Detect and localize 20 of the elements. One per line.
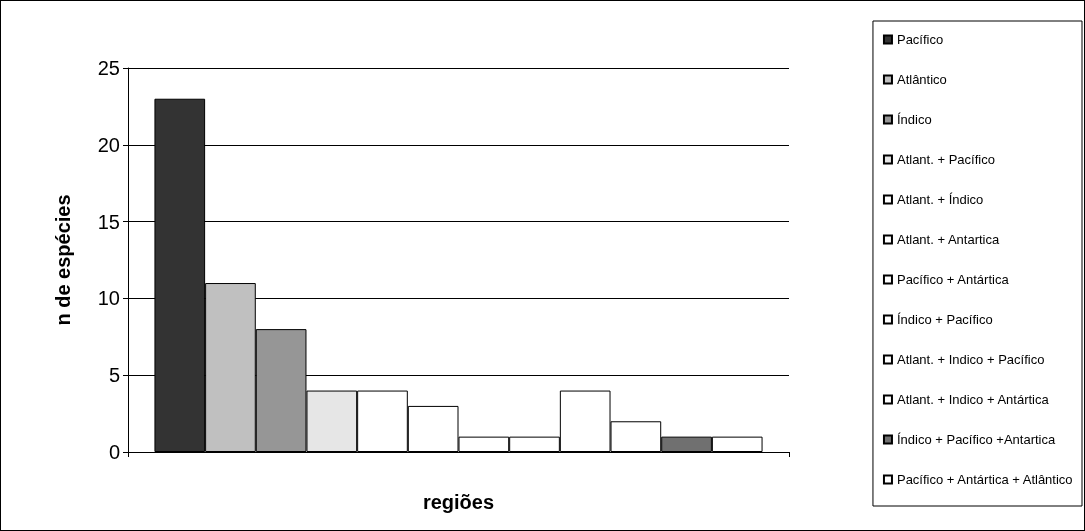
- legend-label: Atlant. + Pacífico: [896, 152, 995, 167]
- legend-label: Pacífico + Antártica + Atlântico: [896, 472, 1073, 487]
- y-tick-label: 25: [97, 57, 120, 79]
- legend-label: Atlant. + Indico + Antártica: [896, 392, 1050, 407]
- y-tick-label: 15: [97, 210, 120, 233]
- legend-label: Pacífico + Antártica: [896, 272, 1010, 287]
- legend-label: Atlântico: [896, 72, 947, 87]
- y-tick-label: 0: [108, 441, 120, 463]
- legend-label: Atlant. + Antartica: [896, 232, 1000, 247]
- legend-label: Atlant. + Índico: [896, 192, 984, 207]
- y-axis-title: n de espécies: [52, 194, 74, 326]
- legend-label: Índico + Pacífico +Antartica: [896, 432, 1056, 447]
- legend-label: Pacífico: [896, 32, 944, 47]
- legend-label: Índico + Pacífico: [896, 312, 993, 327]
- legend-label: Índico: [896, 112, 932, 127]
- y-tick-label: 5: [108, 364, 120, 387]
- legend-label: Atlant. + Indico + Pacífico: [896, 352, 1045, 367]
- y-tick-label: 20: [97, 133, 120, 156]
- x-axis-title: regiões: [422, 491, 495, 513]
- y-tick-label: 10: [97, 287, 120, 310]
